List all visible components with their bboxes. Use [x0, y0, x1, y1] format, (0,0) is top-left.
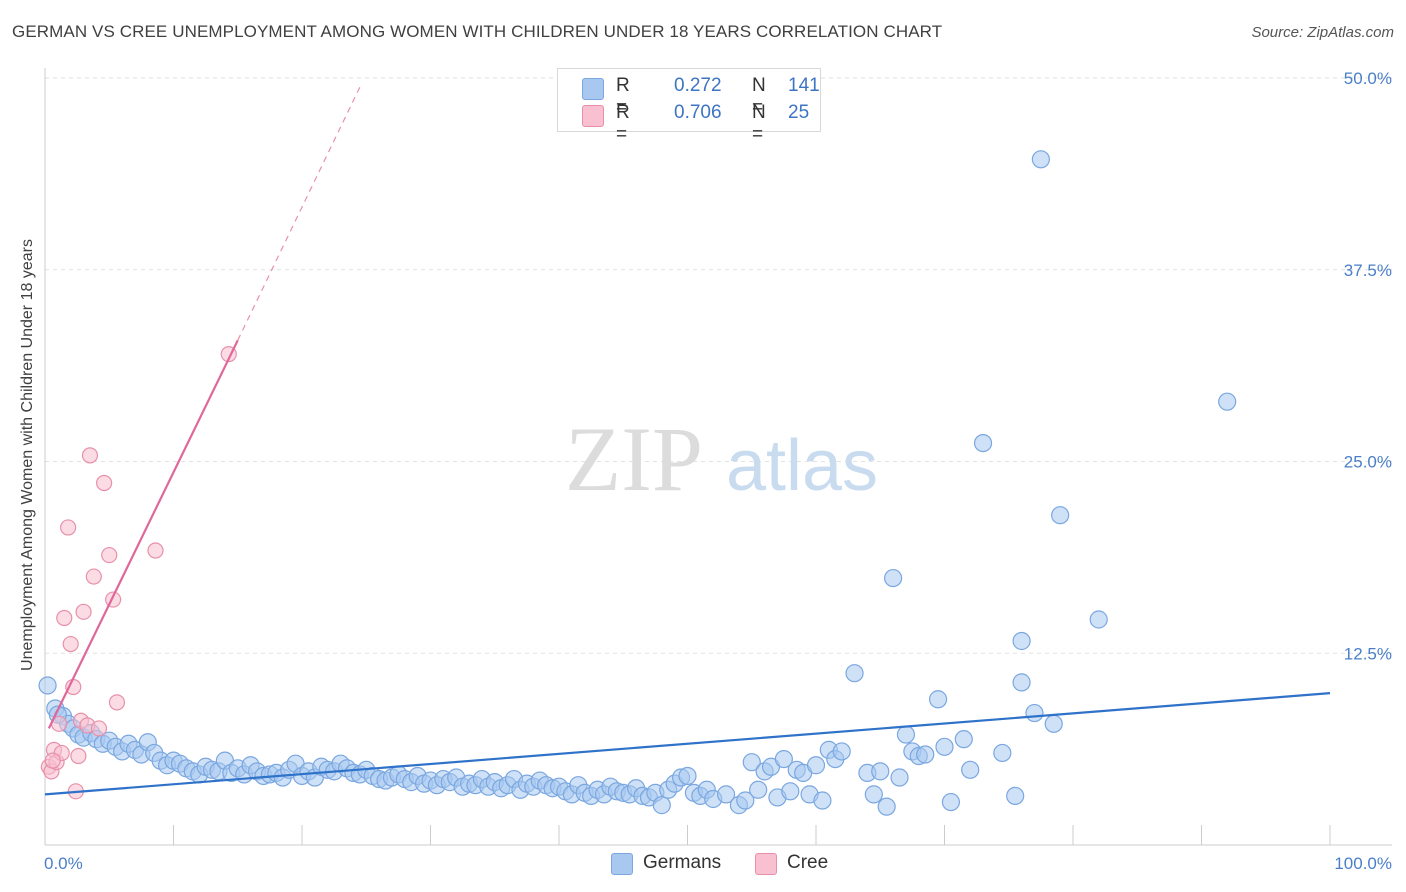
point-germans	[1089, 610, 1108, 629]
point-germans	[973, 433, 993, 453]
point-germans	[1012, 673, 1031, 692]
watermark: ZIP atlas	[565, 408, 878, 510]
point-cree	[81, 447, 99, 464]
point-germans	[954, 730, 973, 749]
y-tick-label: 50.0%	[1344, 69, 1392, 88]
point-germans	[678, 766, 697, 786]
point-germans	[993, 743, 1012, 763]
point-germans	[736, 791, 755, 810]
point-germans	[749, 780, 768, 799]
point-germans	[832, 742, 851, 761]
point-germans	[774, 749, 793, 769]
legend-n-label: N =	[752, 75, 766, 118]
x-tick-label-min: 0.0%	[44, 854, 83, 873]
correlation-legend: R = 0.272 N = 141 R = 0.706 N = 25	[557, 68, 821, 145]
point-germans	[871, 762, 890, 781]
point-germans	[652, 796, 671, 815]
point-cree	[85, 568, 102, 585]
point-germans	[896, 725, 916, 744]
point-cree	[56, 609, 73, 627]
y-tick-label: 25.0%	[1344, 453, 1392, 472]
point-cree	[75, 603, 92, 620]
legend-swatch-germans	[611, 853, 633, 875]
point-germans	[1044, 714, 1063, 733]
point-germans	[941, 792, 961, 812]
point-germans	[1006, 786, 1025, 806]
tick-labels: 12.5% 25.0% 37.5% 50.0% 0.0% 100.0%	[44, 69, 1392, 873]
point-cree	[90, 720, 108, 737]
legend-n-label: N =	[752, 102, 766, 145]
grid-layer	[45, 77, 1392, 654]
point-germans	[1218, 392, 1237, 411]
watermark-atlas: atlas	[726, 426, 878, 506]
point-germans	[716, 785, 736, 804]
point-germans	[806, 756, 826, 775]
point-germans	[864, 785, 883, 804]
point-germans	[1012, 631, 1031, 651]
point-cree	[108, 694, 126, 711]
legend-label-germans: Germans	[643, 852, 722, 873]
trendline-extension-cree	[237, 86, 361, 341]
legend-r-value: 0.272	[674, 75, 722, 96]
y-tick-label: 12.5%	[1344, 644, 1392, 663]
point-germans	[883, 568, 903, 588]
point-germans	[1025, 703, 1044, 723]
trendline-germans	[44, 692, 1331, 796]
legend-r-label: R =	[616, 75, 630, 118]
point-germans	[781, 782, 800, 801]
x-tick-label-max: 100.0%	[1334, 854, 1392, 873]
point-germans	[961, 760, 980, 779]
legend-label-cree: Cree	[787, 852, 829, 873]
source-label: Source: ZipAtlas.com	[1251, 24, 1394, 41]
legend-swatch-germans	[582, 78, 604, 100]
y-tick-label: 37.5%	[1344, 261, 1392, 280]
point-germans	[742, 753, 761, 772]
trend-layer	[44, 86, 1331, 796]
legend-n-value: 25	[788, 102, 810, 123]
watermark-zip: ZIP	[565, 408, 703, 510]
legend-n-value: 141	[788, 75, 820, 96]
point-germans	[813, 791, 832, 810]
legend-r-value: 0.706	[674, 102, 722, 123]
point-germans	[877, 797, 896, 816]
point-cree	[44, 752, 61, 769]
point-germans	[916, 745, 935, 764]
legend-swatch-cree	[582, 105, 604, 127]
point-germans	[1031, 150, 1050, 169]
point-cree	[60, 519, 77, 536]
point-germans	[845, 664, 864, 683]
point-germans	[890, 768, 909, 787]
point-cree	[96, 474, 113, 492]
point-germans	[935, 737, 954, 756]
point-germans	[928, 690, 948, 709]
point-cree	[101, 546, 118, 564]
legend-swatch-cree	[755, 853, 777, 875]
axis-layer	[44, 68, 1392, 846]
point-cree	[147, 542, 164, 559]
point-cree	[70, 747, 87, 765]
trendline-cree	[47, 339, 239, 729]
point-cree	[62, 635, 79, 653]
point-germans	[1051, 506, 1070, 525]
points-layer	[38, 150, 1237, 816]
legend-r-label: R =	[616, 102, 630, 145]
chart-title: GERMAN VS CREE UNEMPLOYMENT AMONG WOMEN …	[12, 22, 943, 41]
point-germans	[38, 676, 57, 695]
